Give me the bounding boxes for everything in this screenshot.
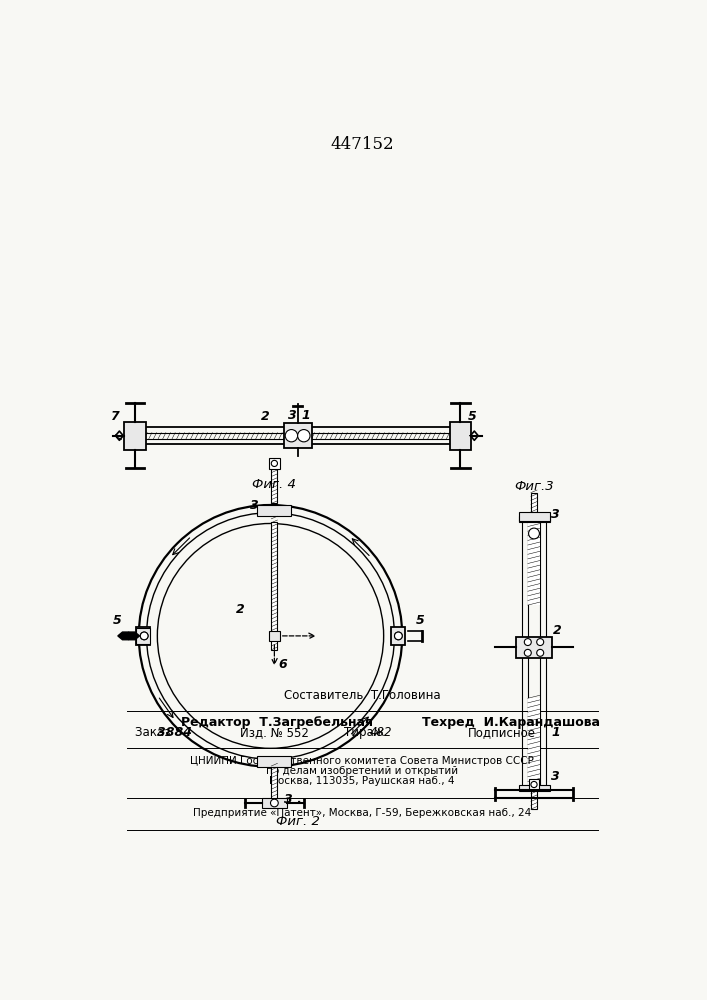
Text: Изд. № 552: Изд. № 552 xyxy=(240,726,308,739)
Text: Фиг. 4: Фиг. 4 xyxy=(252,478,296,491)
Text: 5: 5 xyxy=(113,614,122,627)
Bar xyxy=(518,512,549,521)
Bar xyxy=(269,631,280,641)
Circle shape xyxy=(140,632,148,640)
Bar xyxy=(257,505,291,516)
Bar xyxy=(271,522,277,650)
Text: 447152: 447152 xyxy=(330,136,394,153)
Circle shape xyxy=(140,632,148,640)
Text: 3884: 3884 xyxy=(156,726,192,739)
Bar xyxy=(531,790,537,809)
Bar xyxy=(518,785,549,791)
Bar xyxy=(516,637,552,658)
Circle shape xyxy=(537,639,544,646)
Circle shape xyxy=(271,799,279,807)
Text: Составитель  Т.Головина: Составитель Т.Головина xyxy=(284,689,440,702)
Circle shape xyxy=(271,460,277,467)
Text: Фиг. 2: Фиг. 2 xyxy=(276,815,320,828)
Bar xyxy=(391,627,404,645)
Bar xyxy=(271,469,277,503)
Circle shape xyxy=(531,781,537,788)
Text: Фиг.3: Фиг.3 xyxy=(514,480,554,493)
Text: 3: 3 xyxy=(551,508,560,521)
Circle shape xyxy=(298,430,310,442)
Text: Редактор  Т.Загребельная: Редактор Т.Загребельная xyxy=(182,716,373,729)
Bar xyxy=(136,628,151,644)
Circle shape xyxy=(525,639,531,646)
Text: Техред  И.Карандашова: Техред И.Карандашова xyxy=(421,716,600,729)
Bar xyxy=(257,756,291,767)
Text: 2: 2 xyxy=(260,410,269,423)
Text: по делам изобретений и открытий: по делам изобретений и открытий xyxy=(266,766,458,776)
Text: 482: 482 xyxy=(370,726,392,739)
FancyArrowPatch shape xyxy=(117,437,122,439)
Text: Предприятие «Патент», Москва, Г-59, Бережковская наб., 24: Предприятие «Патент», Москва, Г-59, Бере… xyxy=(193,808,531,818)
Circle shape xyxy=(395,632,402,640)
Text: 3: 3 xyxy=(288,409,297,422)
Bar xyxy=(529,779,539,790)
Bar xyxy=(269,458,280,469)
Text: 7: 7 xyxy=(110,410,119,423)
FancyArrow shape xyxy=(118,632,129,640)
Text: 3: 3 xyxy=(250,499,258,512)
Circle shape xyxy=(525,649,531,656)
Bar xyxy=(124,422,146,450)
Text: Подписное: Подписное xyxy=(468,726,536,739)
Text: 2: 2 xyxy=(235,603,245,616)
Text: Москва, 113035, Раушская наб., 4: Москва, 113035, Раушская наб., 4 xyxy=(269,776,455,786)
Circle shape xyxy=(395,632,402,640)
Bar xyxy=(271,767,277,801)
Text: 3 .: 3 . xyxy=(284,793,302,806)
Bar xyxy=(284,423,312,448)
Bar xyxy=(518,516,549,522)
Text: 1: 1 xyxy=(551,726,560,739)
Text: 2: 2 xyxy=(554,624,562,637)
Circle shape xyxy=(537,649,544,656)
Text: Тираж: Тираж xyxy=(344,726,388,739)
Text: 6: 6 xyxy=(279,658,287,671)
Text: Заказ: Заказ xyxy=(135,726,174,739)
Text: 1: 1 xyxy=(301,409,310,422)
Circle shape xyxy=(285,430,298,442)
Text: 3: 3 xyxy=(551,770,560,783)
FancyArrow shape xyxy=(129,632,139,640)
Circle shape xyxy=(529,528,539,539)
Text: ЦНИИПИ Государственного комитета Совета Министров СССР: ЦНИИПИ Государственного комитета Совета … xyxy=(190,756,534,766)
Text: 5: 5 xyxy=(468,410,477,423)
Bar xyxy=(531,493,537,512)
Bar xyxy=(528,698,540,786)
Bar xyxy=(450,422,472,450)
Bar xyxy=(262,798,287,808)
Bar xyxy=(136,627,151,645)
Text: 5: 5 xyxy=(416,614,424,627)
Bar xyxy=(528,520,540,605)
